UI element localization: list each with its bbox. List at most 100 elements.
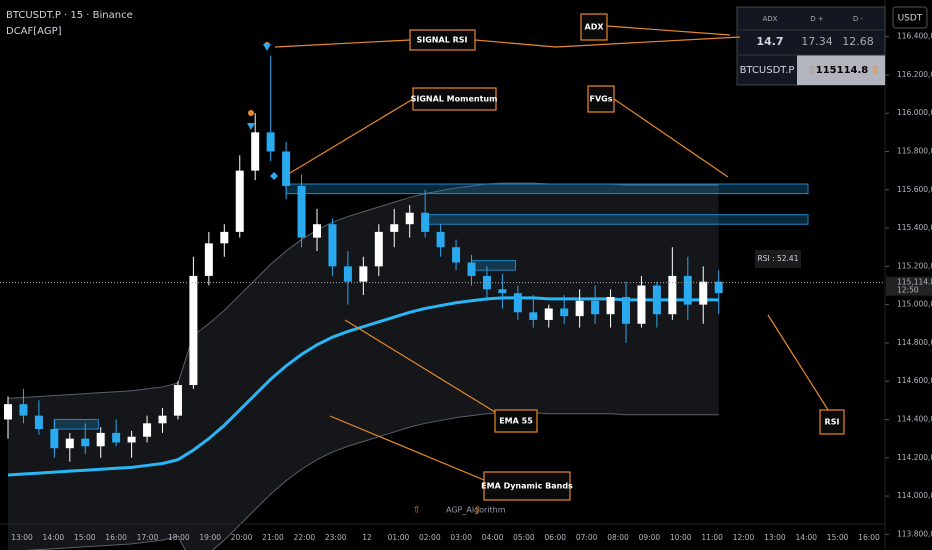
icon: ⇧ [413,506,421,516]
signal-arrow [263,44,271,51]
candle-body [359,266,368,282]
callout-box [412,87,497,111]
table-value: 12.68 [842,35,874,48]
arrow [329,415,485,481]
candle-body [529,312,538,320]
candle-body [251,132,260,171]
candle-body [282,151,291,186]
x-tick-label: 14:00 [43,533,65,542]
currency-button[interactable] [892,6,928,29]
x-tick-label: 18:00 [168,533,190,542]
arrow [613,98,729,178]
callout-box [483,471,571,501]
candle-body [683,275,692,305]
candle-body [591,300,600,315]
candle-body [513,293,522,313]
band-line [25,412,719,550]
x-tick-label: 07:00 [576,533,598,542]
ema-line [7,296,719,477]
candle-body [96,432,105,447]
watermark: AGP_Algorithm [446,506,506,515]
candle-body [65,438,74,449]
y-tick-label: 115.200,0 [897,261,932,270]
table-header: D + [810,15,824,23]
arrow [289,98,414,174]
callout-box [409,29,476,51]
candle-body [699,281,708,305]
x-tick-label: 02:00 [419,533,441,542]
candle-body [374,231,383,267]
plot [0,55,885,550]
y-tick-label: 115.800,0 [897,146,932,155]
x-tick-label: 03:00 [450,533,472,542]
x-tick-label: 08:00 [607,533,629,542]
candle-body [652,285,661,315]
chart-title: BTCUSDT.P · 15 · Binance [6,10,133,21]
callout-box [819,409,845,435]
x-tick-label: 20:00 [231,533,253,542]
y-tick-label: 115.400,0 [897,223,932,232]
candle-body [343,266,352,282]
x-tick-label: 22:00 [294,533,316,542]
candle-body [81,438,90,447]
icon: ⇧ [474,506,482,516]
x-tick-label: 21:00 [262,533,284,542]
x-tick-label: 15:00 [74,533,96,542]
fvg-zone [285,183,809,195]
callouts: SIGNAL RSI SIGNAL Momentum FVGs ADX EMA … [274,13,845,501]
callout-box [587,85,615,113]
currency-label: USDT [898,14,923,24]
callout-label: SIGNAL Momentum [411,95,498,104]
candle-body [390,224,399,232]
info-table: ADX D + D - 14.7 17.34 12.68 BTCUSDT.P ⇧… [736,6,886,86]
callout-label: EMA Dynamic Bands [481,482,573,491]
candle-body [220,231,229,244]
y-tick-label: 116.200,0 [897,70,932,79]
chart-subtitle: DCAF[AGP] [6,26,62,37]
candle-body [127,436,136,443]
x-tick-label: 11:00 [701,533,723,542]
candle-body [158,415,167,424]
candle-body [575,300,584,317]
x-tick-label: 14:00 [795,533,817,542]
candle-body [34,415,43,430]
candle-body [204,243,213,276]
x-tick-label: 16:00 [858,533,880,542]
arrow [274,39,411,48]
table-value: 17.34 [801,35,833,48]
candle-body [405,212,414,225]
callout-box [494,409,538,433]
y-tick-label: 116.000,0 [897,108,932,117]
icon: ⇧ [808,65,816,76]
arrow [767,314,831,414]
callout-label: SIGNAL RSI [417,36,468,45]
x-tick-label: 13:00 [764,533,786,542]
y-tick-label: 114.000,0 [897,491,932,500]
price-tag [886,276,932,296]
band-area [8,183,719,550]
y-tick-label: 114.200,0 [897,453,932,462]
candle-body [421,212,430,232]
x-tick-label: 23:00 [325,533,347,542]
candle-body [637,285,646,324]
candle-body [498,289,507,294]
fvg-zone [53,418,99,430]
fvg-zone [471,260,516,271]
x-tick-label: 09:00 [639,533,661,542]
arrow [474,36,741,48]
rsi-tag [755,250,801,268]
price-tag-time: 12:50 [897,286,919,295]
y-tick-label: 115.600,0 [897,185,932,194]
x-tick-label: 16:00 [105,533,127,542]
signals [247,42,278,180]
x-tick-label: 17:00 [137,533,159,542]
candle-body [50,429,59,449]
rsi-label: RSI : 52.41 [758,254,799,263]
table-header: ADX [763,15,778,23]
x-tick-label: 04:00 [482,533,504,542]
table-value: 14.7 [756,35,783,48]
x-tick-label: 12 [362,533,372,542]
callout-label: EMA 55 [499,417,533,426]
x-tick-label: 06:00 [544,533,566,542]
arrow [344,319,496,413]
